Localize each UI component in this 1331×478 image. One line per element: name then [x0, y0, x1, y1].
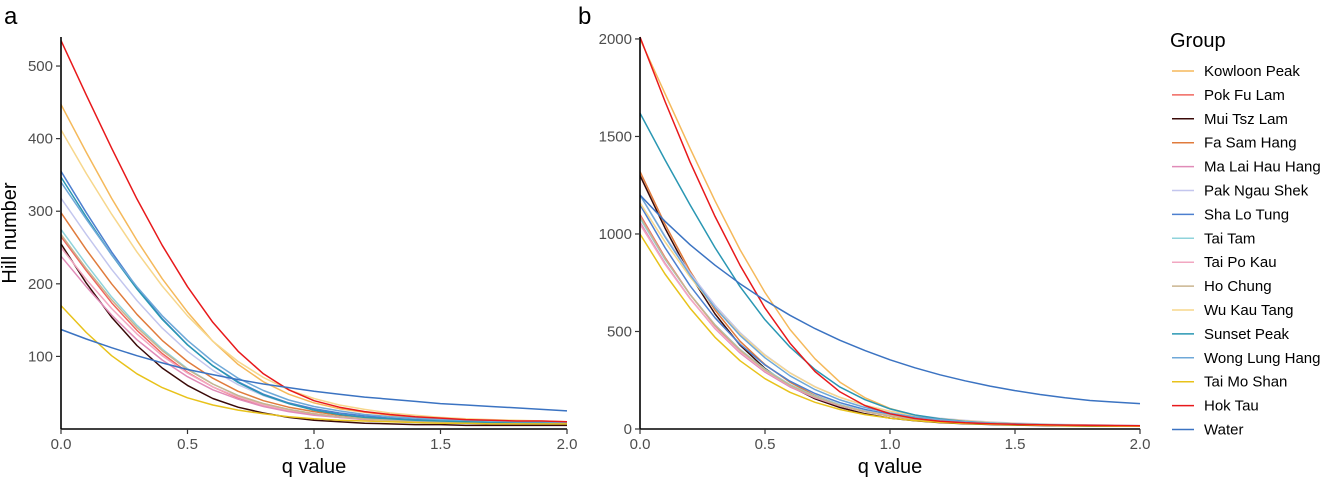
series-line-sha-lo-tung-a: [60, 170, 567, 424]
panel-a: a 100 200 300 400 500 0.0 0.5 1.0 1.5 2.0 q valu…: [0, 3, 577, 478]
y-tick-label: 1000: [599, 226, 632, 243]
y-tick-label: 200: [28, 276, 53, 293]
y-tick-label: 1500: [599, 128, 632, 145]
y-tick-label: 500: [607, 323, 632, 340]
legend-label-tai-mo-shan: Tai Mo Shan: [1204, 374, 1287, 391]
legend-label-kowloon-peak: Kowloon Peak: [1204, 63, 1300, 80]
legend-label-sha-lo-tung: Sha Lo Tung: [1204, 206, 1289, 223]
series-line-pok-fu-lam-a: [60, 236, 567, 424]
legend-label-ma-lai-hau-hang: Ma Lai Hau Hang: [1204, 159, 1321, 176]
legend-label-sunset-peak: Sunset Peak: [1204, 326, 1290, 343]
series-line-wu-kau-tang-a: [60, 129, 568, 423]
y-ticks-b: 0 500 1000 1500 2000: [599, 31, 640, 438]
series-line-pak-ngau-shek-a: [60, 197, 567, 424]
legend-label-ho-chung: Ho Chung: [1204, 278, 1272, 295]
x-tick-label: 2.0: [1130, 436, 1151, 453]
series-line-hok-tau-b: [639, 36, 1141, 427]
y-tick-label: 100: [28, 348, 53, 365]
y-tick-label: 2000: [599, 31, 632, 48]
y-tick-label: 400: [28, 131, 53, 148]
series-group-b: [639, 36, 1141, 428]
legend-label-water: Water: [1204, 422, 1243, 439]
legend: Group Kowloon Peak Pok Fu Lam Mui Tsz Lam F…: [1170, 30, 1321, 439]
panel-label-b: b: [578, 3, 591, 30]
x-tick-label: 1.0: [880, 436, 901, 453]
y-tick-label: 0: [624, 421, 632, 438]
x-tick-label: 1.0: [304, 436, 325, 453]
series-line-kowloon-peak-a: [60, 104, 567, 424]
series-line-tai-tam-b: [639, 218, 1141, 427]
y-axis-title-a: Hill number: [0, 182, 21, 283]
x-tick-label: 2.0: [557, 436, 578, 453]
series-line-water-b: [639, 194, 1141, 405]
x-tick-label: 0.0: [630, 436, 651, 453]
x-ticks-a: 0.0 0.5 1.0 1.5 2.0: [51, 429, 578, 453]
legend-title: Group: [1170, 30, 1226, 52]
panel-label-a: a: [4, 3, 18, 30]
series-line-fa-sam-hang-b: [639, 171, 1141, 427]
panel-b: b 0 500 1000 1500 2000 0.0 0.5 1.0 1.5 2.0 q val…: [578, 3, 1150, 478]
y-ticks-a: 100 200 300 400 500: [28, 58, 61, 365]
legend-label-pak-ngau-shek: Pak Ngau Shek: [1204, 183, 1309, 200]
series-line-water-a: [60, 328, 568, 412]
x-tick-label: 1.5: [430, 436, 451, 453]
legend-label-pok-fu-lam: Pok Fu Lam: [1204, 87, 1285, 104]
series-line-sunset-peak-a: [60, 176, 567, 424]
series-line-wong-lung-hang-a: [60, 181, 568, 424]
x-tick-label: 0.0: [51, 436, 72, 453]
series-line-mui-tsz-lam-a: [60, 243, 567, 427]
series-line-sha-lo-tung-b: [639, 204, 1141, 427]
y-tick-label: 300: [28, 203, 53, 220]
legend-items: Kowloon Peak Pok Fu Lam Mui Tsz Lam Fa Sam …: [1172, 63, 1321, 439]
series-line-tai-po-kau-a: [60, 247, 567, 424]
legend-label-fa-sam-hang: Fa Sam Hang: [1204, 135, 1297, 152]
legend-label-hok-tau: Hok Tau: [1204, 398, 1259, 415]
legend-label-wu-kau-tang: Wu Kau Tang: [1204, 302, 1294, 319]
legend-label-tai-tam: Tai Tam: [1204, 230, 1255, 247]
y-tick-label: 500: [28, 58, 53, 75]
series-group-a: [60, 40, 568, 427]
series-line-ho-chung-a: [60, 234, 567, 424]
legend-label-mui-tsz-lam: Mui Tsz Lam: [1204, 111, 1288, 128]
x-axis-title-a: q value: [282, 456, 347, 478]
x-axis-title-b: q value: [858, 456, 923, 478]
series-line-tai-mo-shan-a: [60, 305, 567, 425]
x-tick-label: 1.5: [1005, 436, 1026, 453]
x-ticks-b: 0.0 0.5 1.0 1.5 2.0: [630, 429, 1151, 453]
series-line-hok-tau-a: [60, 40, 568, 423]
series-line-sunset-peak-b: [639, 112, 1141, 427]
series-line-kowloon-peak-b: [639, 38, 1141, 427]
legend-label-wong-lung-hang: Wong Lung Hang: [1204, 350, 1320, 367]
series-line-mui-tsz-lam-b: [639, 175, 1140, 428]
x-tick-label: 0.5: [177, 436, 198, 453]
legend-label-tai-po-kau: Tai Po Kau: [1204, 254, 1277, 271]
x-tick-label: 0.5: [755, 436, 776, 453]
